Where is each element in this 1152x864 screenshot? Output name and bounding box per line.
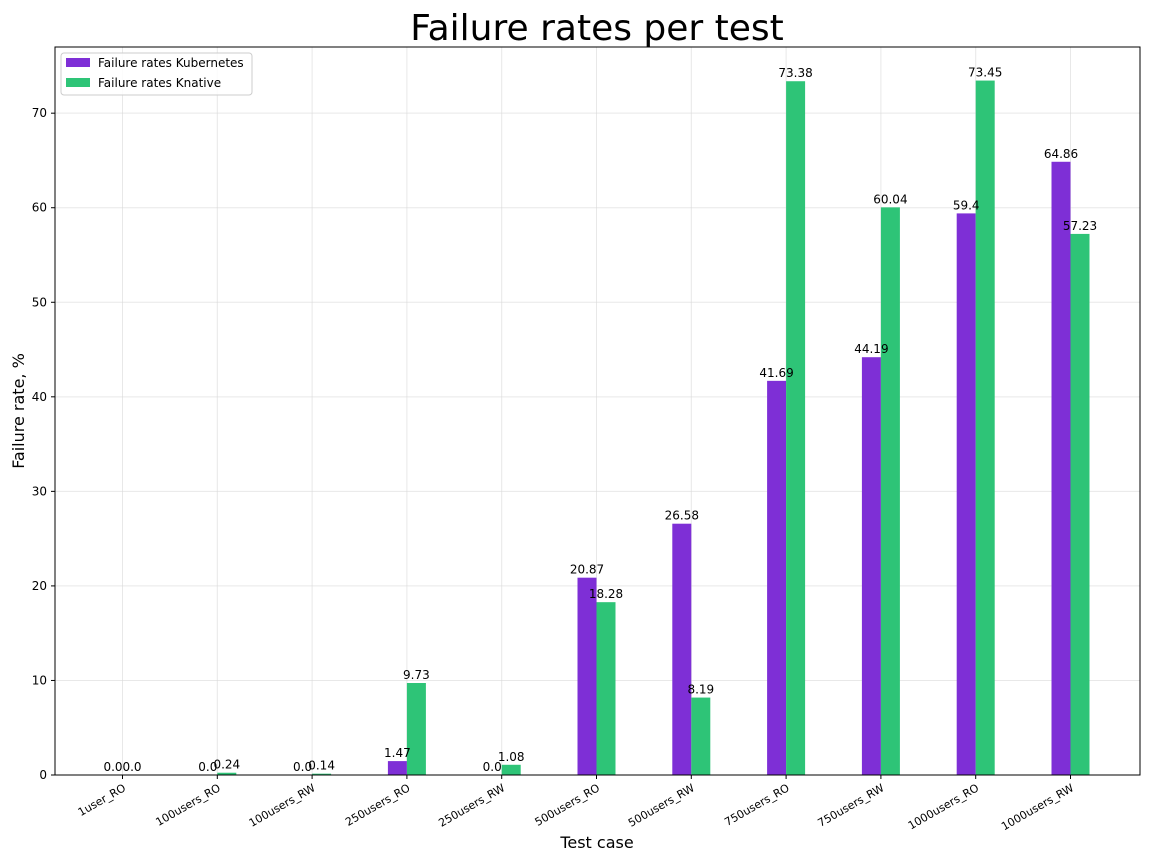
bar-value-label: 0.0	[122, 760, 141, 774]
bar-value-label: 20.87	[570, 563, 604, 577]
bar-value-label: 73.38	[778, 66, 812, 80]
legend-label-kubernetes: Failure rates Kubernetes	[98, 56, 244, 70]
bar-value-label: 64.86	[1044, 147, 1078, 161]
x-tick-label: 500users_RW	[626, 781, 697, 829]
bar-value-label: 59.4	[953, 198, 980, 212]
y-tick-label: 50	[32, 295, 47, 309]
legend-swatch-kubernetes	[66, 58, 90, 67]
bar	[501, 764, 521, 775]
bar	[1051, 161, 1071, 775]
legend: Failure rates Kubernetes Failure rates K…	[60, 52, 253, 96]
bar	[975, 80, 995, 775]
bar-value-label: 41.69	[759, 366, 793, 380]
bar	[1070, 233, 1090, 775]
x-tick-label: 1000users_RW	[999, 781, 1076, 833]
bar	[596, 602, 616, 775]
y-axis-label: Failure rate, %	[9, 353, 28, 469]
bar	[312, 773, 332, 775]
y-tick-label: 40	[32, 390, 47, 404]
bar-value-label: 0.24	[213, 758, 240, 772]
bar	[861, 357, 881, 775]
x-axis-label: Test case	[559, 833, 633, 852]
bar-value-label: 1.47	[384, 746, 411, 760]
bar	[406, 683, 426, 775]
x-tick-label: 500users_RO	[533, 781, 603, 829]
x-tick-label: 1000users_RO	[906, 781, 982, 832]
x-tick-label: 750users_RO	[722, 781, 792, 829]
bar	[880, 207, 900, 775]
bar-value-label: 0.14	[308, 759, 335, 773]
bar	[691, 697, 711, 775]
bar-value-label: 0.0	[293, 760, 312, 774]
legend-swatch-knative	[66, 78, 90, 87]
x-tick-label: 250users_RO	[343, 781, 413, 829]
y-tick-label: 60	[32, 201, 47, 215]
y-tick-label: 20	[32, 579, 47, 593]
bar	[956, 213, 976, 775]
y-tick-label: 10	[32, 673, 47, 687]
x-tick-label: 100users_RO	[153, 781, 223, 829]
y-tick-label: 70	[32, 106, 47, 120]
chart-title: Failure rates per test	[410, 8, 784, 49]
x-tick-label: 1user_RO	[76, 781, 129, 819]
bar-value-label: 0.0	[198, 760, 217, 774]
bar	[217, 772, 237, 775]
axes: 0 10 20 30 40 50 60 70 1user_RO 100users_RO 100use…	[32, 106, 1076, 833]
x-tick-label: 750users_RW	[816, 781, 887, 829]
y-tick-label: 30	[32, 484, 47, 498]
bar-value-label: 73.45	[968, 66, 1002, 80]
bar	[577, 577, 597, 775]
bar-value-label: 26.58	[665, 509, 699, 523]
bars	[217, 80, 1090, 775]
bar-value-label: 44.19	[854, 342, 888, 356]
bar-value-label: 1.08	[498, 750, 525, 764]
bar-value-label: 18.28	[589, 587, 623, 601]
bar	[387, 761, 407, 775]
bar-value-label: 8.19	[687, 683, 714, 697]
bar-value-label: 0.0	[103, 760, 122, 774]
legend-label-knative: Failure rates Knative	[98, 76, 221, 90]
x-tick-label: 100users_RW	[247, 781, 318, 829]
legend-box	[60, 52, 253, 96]
bar	[767, 380, 787, 775]
bar-value-label: 57.23	[1063, 219, 1097, 233]
bar	[786, 81, 806, 775]
bar-value-label: 0.0	[483, 760, 502, 774]
plot-frame	[54, 46, 1141, 776]
y-tick-label: 0	[39, 768, 47, 782]
bar-value-label: 60.04	[873, 192, 907, 206]
bar-value-label: 9.73	[403, 668, 430, 682]
x-tick-label: 250users_RW	[436, 781, 507, 829]
data-labels: 0.0 0.0 0.01.470.020.8726.5841.6944.1959.4…	[103, 66, 1097, 774]
bar	[672, 523, 692, 775]
